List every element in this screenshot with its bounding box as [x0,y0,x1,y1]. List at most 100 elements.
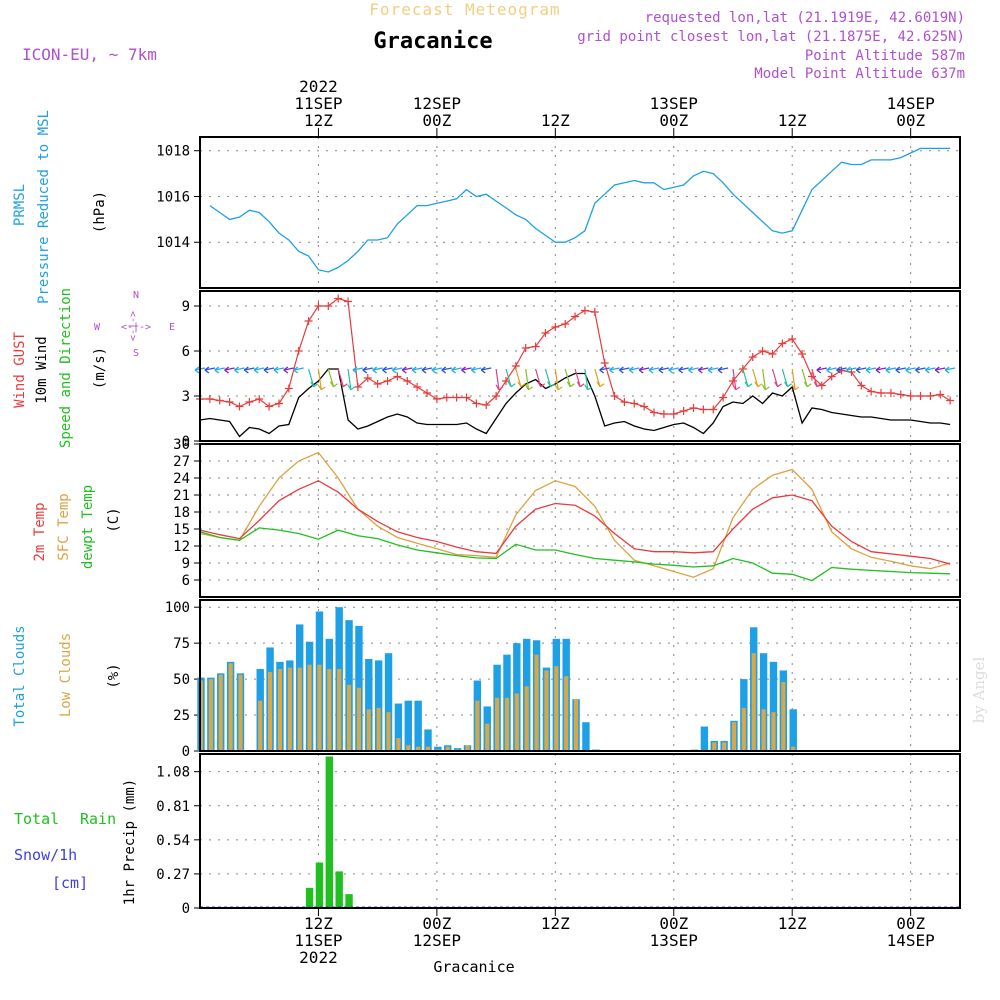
rain-label-1: Total [14,810,59,828]
rain-label-2: Rain [80,810,116,828]
panel-precip: 0 0.27 0.54 0.81 1.08 [156,753,961,917]
bar-low-cloud [356,687,361,751]
bar-total-cloud [759,653,768,751]
ytick-label-temp: 24 [173,471,190,487]
wind-arrow [708,367,719,371]
wind-arrowhead [826,366,832,374]
wind-arrowhead [905,366,911,374]
wind-arrowhead [855,366,861,374]
bar-rain [305,887,314,908]
gust-marker [877,389,886,397]
gust-marker [423,389,432,397]
bar-low-cloud [228,663,233,751]
wind-arrow [535,368,542,387]
gust-marker [778,339,787,348]
watermark: by Angel [970,656,988,723]
wind-arrow [629,367,640,371]
bar-low-cloud [495,697,500,751]
xtick-label-top: 2022 [299,77,338,96]
wind-arrow [791,368,796,390]
gust-marker [373,380,382,388]
bar-low-cloud [396,738,401,751]
wind-arrowhead [310,381,319,388]
bar-low-cloud [445,746,450,751]
bar-low-cloud [366,709,371,751]
bar-total-cloud [424,729,432,751]
xtick-label-top: 12Z [304,111,333,130]
pressure-label-2: Pressure Reduced to MSL [36,110,52,304]
wind-arrow [771,368,779,387]
gust-marker [748,353,757,361]
bar-low-cloud [376,707,381,751]
wind-arrow [402,367,413,371]
wind-arrow [816,367,827,371]
bar-low-cloud [573,699,579,751]
ytick-label-temp: 30 [173,437,190,453]
gust-marker [620,398,629,406]
xtick-label-bottom: 11SEP [294,931,342,950]
wind-dir-label: Speed and Direction [58,288,74,448]
gust-marker [837,366,846,375]
gust-marker [610,392,619,400]
gust-marker [551,323,560,331]
wind-arrowhead [648,366,654,374]
wind-arrowhead [362,366,368,374]
wind-arrowhead [596,381,605,388]
gust-marker [640,402,649,411]
ytick-label-cloud: 75 [173,636,190,652]
wind-arrowhead [784,381,792,388]
gust-marker [798,350,807,358]
gust-marker [916,392,925,400]
gust-marker [205,395,214,403]
bar-low-cloud [346,684,352,751]
gust-marker [353,383,362,391]
wind-arrow [421,367,433,371]
gust-marker [432,395,441,403]
bar-low-cloud [327,669,332,751]
compass-e: E [169,322,175,333]
wind-arrowhead [774,381,783,388]
bar-rain [325,756,334,908]
wind-arrowhead [934,366,940,374]
wind-arrowhead [875,366,881,374]
bar-low-cloud [416,746,421,751]
wind-arrow [263,367,275,371]
bar-low-cloud [406,745,411,751]
gust-marker [452,393,461,402]
series-prmsl [209,147,951,273]
gust-marker [334,294,343,303]
wind-arrow [688,367,699,371]
snow-label-2: [cm] [52,874,88,892]
ytick-label-temp: 15 [173,522,190,538]
wind-arrow [944,367,956,371]
gust-marker [215,396,224,405]
series-2m-temp [199,480,951,565]
bar-rain [345,894,353,908]
wind-arrowhead [495,384,504,391]
gust-marker [541,329,550,337]
gust-marker [689,404,698,412]
bar-low-cloud [268,671,273,751]
wind-arrow [327,368,335,387]
wind-arrowhead [317,384,326,391]
wind-arrowhead [480,366,486,374]
wind-arrow [554,368,559,390]
gust-marker [304,317,313,325]
wind-arrowhead [658,366,664,374]
wind-arrowhead [451,366,457,374]
wind-arrow [382,367,393,371]
gust-marker [314,302,323,310]
wind-arrow [564,368,571,387]
ytick-label-cloud: 25 [173,708,190,724]
total-cloud-label: Total Clouds [12,625,28,726]
wind-arrow [846,367,857,371]
wind-arrow [224,367,235,371]
wind-arrowhead [803,381,812,388]
wind-arrow [856,367,867,371]
grid-point-coords: grid point closest lon,lat (21.1875E, 42… [577,29,965,45]
wind-unit: (m/s) [92,347,108,389]
gust-marker [245,398,254,406]
bar-low-cloud [258,700,263,751]
gust-marker [511,362,520,370]
bar-total-cloud [384,653,393,751]
